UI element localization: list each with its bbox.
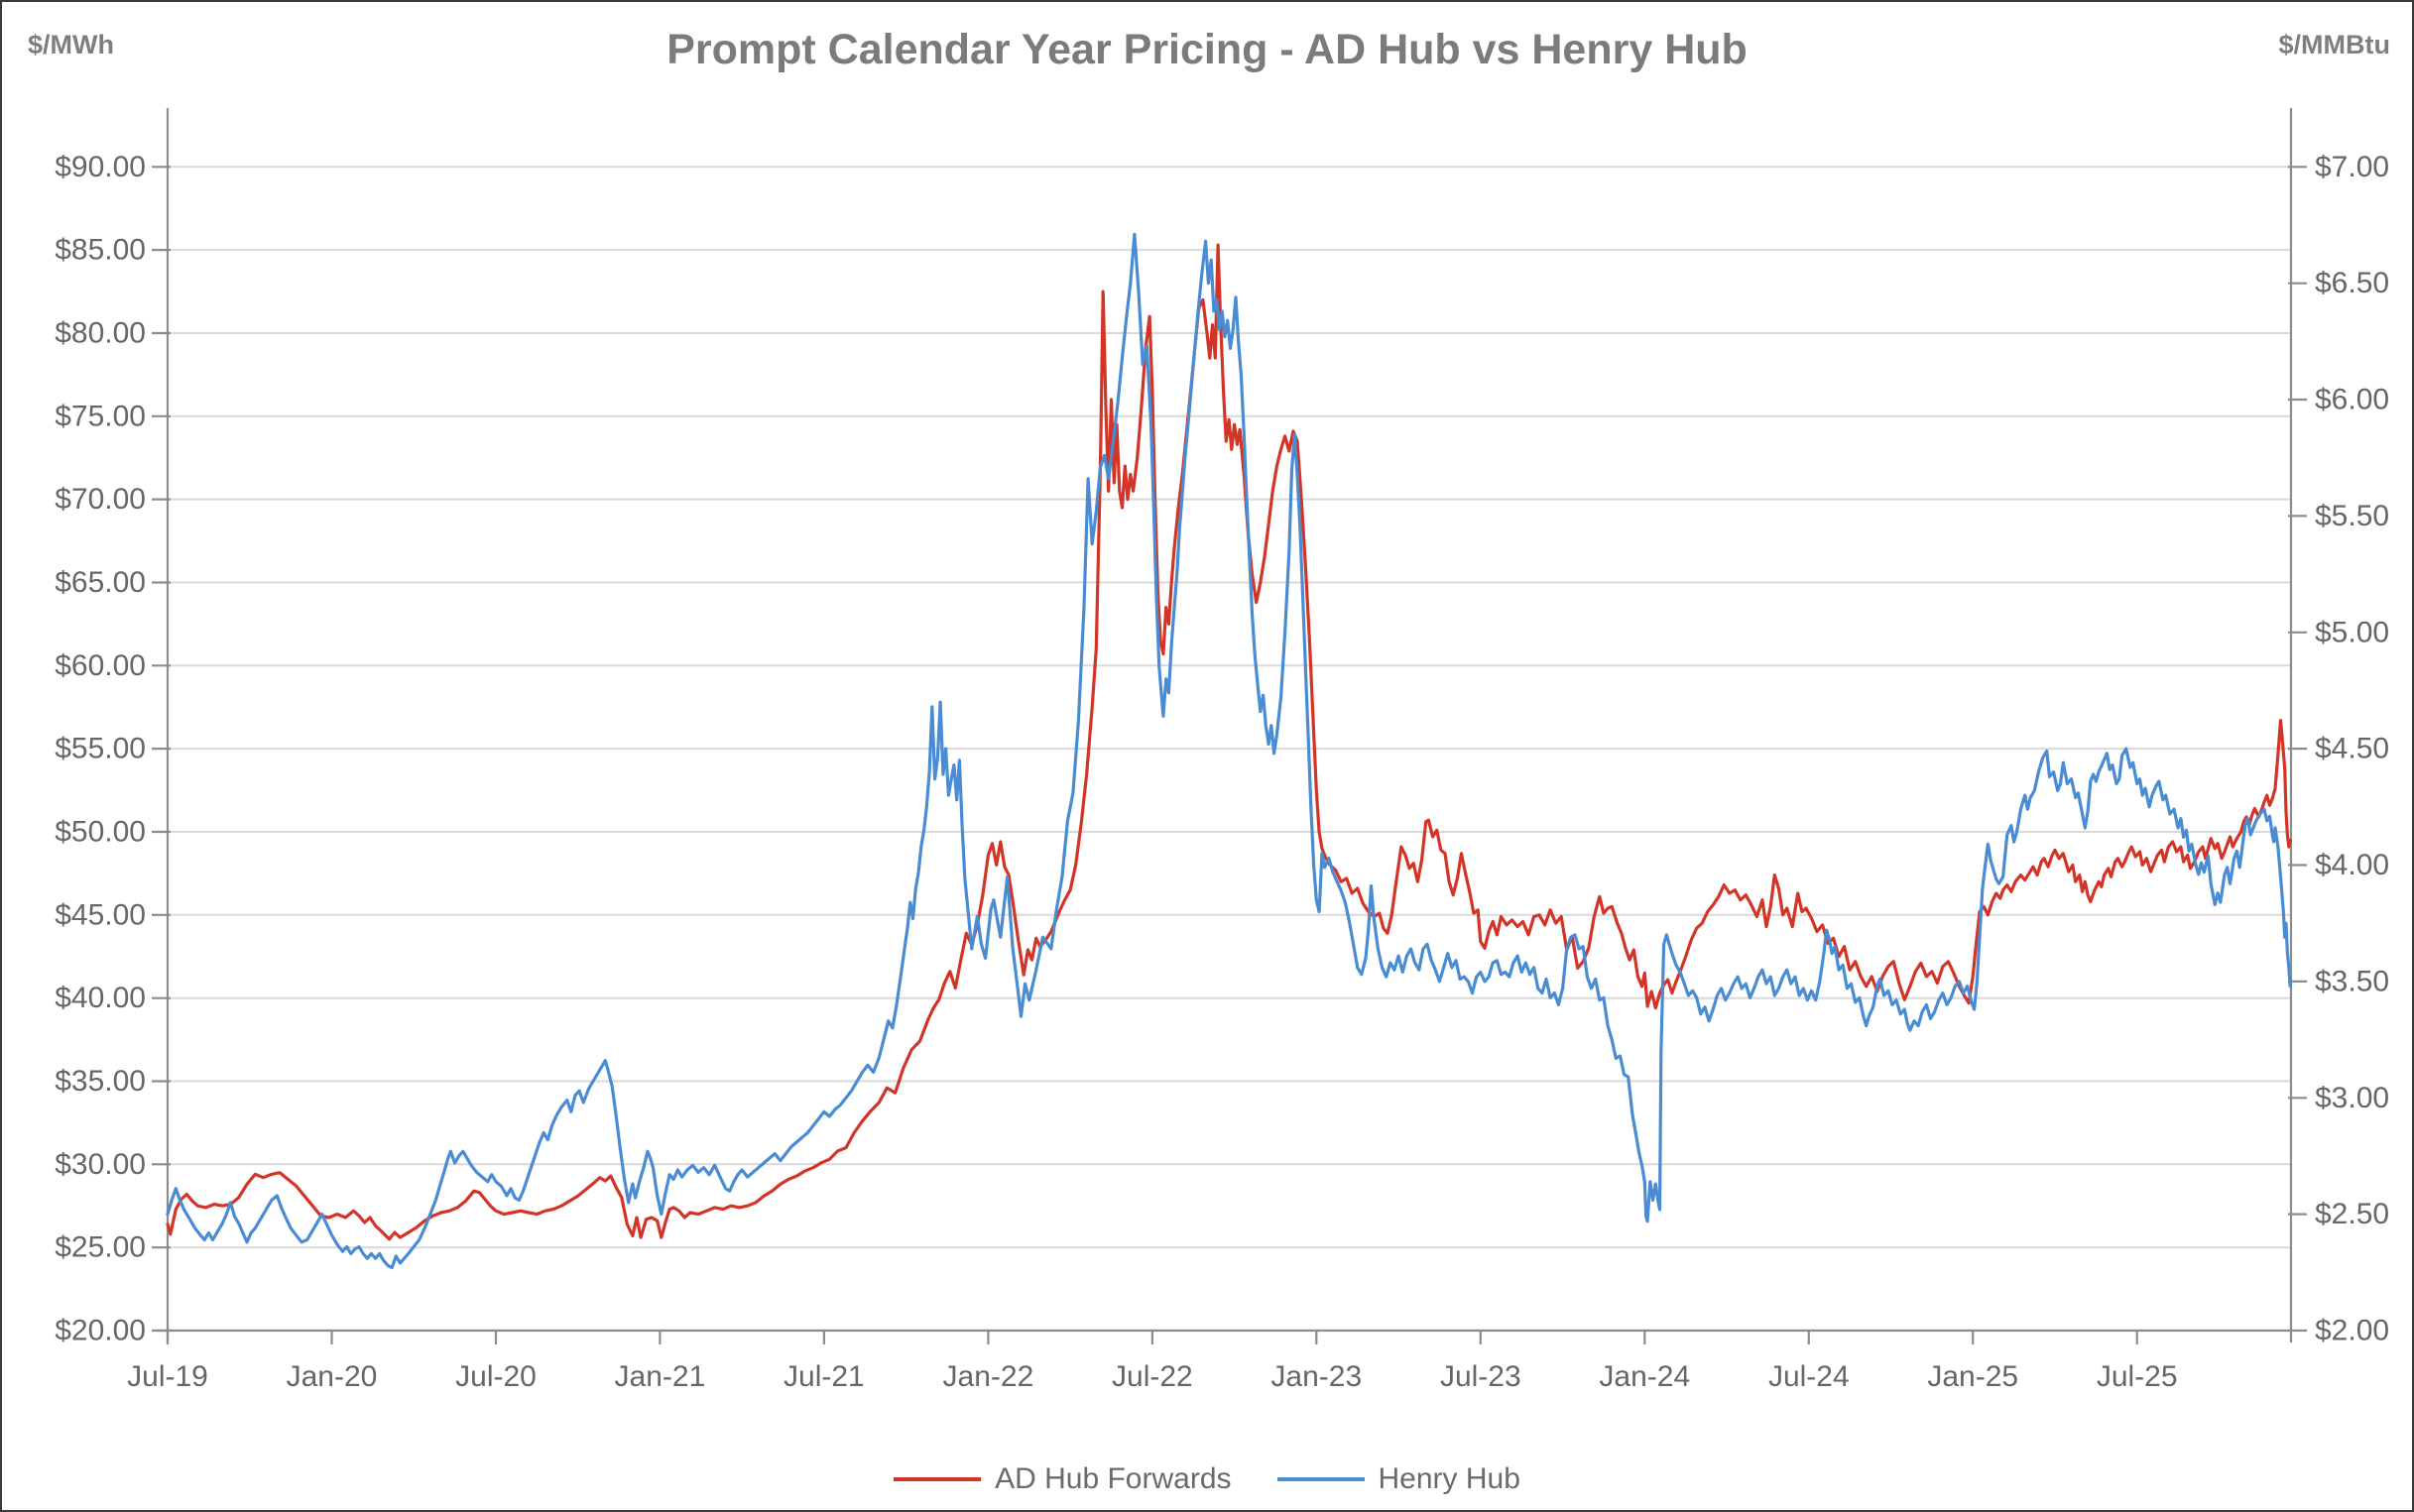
left-axis-tick-label: $85.00 (55, 234, 146, 267)
left-axis-tick-label: $55.00 (55, 733, 146, 765)
x-axis-tick-label: Jul-24 (1768, 1360, 1850, 1393)
right-axis-tick-label: $6.50 (2315, 267, 2389, 299)
x-axis-tick-label: Jul-20 (455, 1360, 537, 1393)
left-axis-tick-label: $75.00 (55, 400, 146, 432)
legend-label-ad-hub-forwards: AD Hub Forwards (995, 1462, 1232, 1495)
left-axis-tick-label: $80.00 (55, 317, 146, 350)
series-line-ad-hub-forwards (166, 243, 2292, 1241)
right-axis-tick-label: $5.50 (2315, 500, 2389, 532)
x-axis-tick-label: Jul-22 (1112, 1360, 1193, 1393)
legend-item-henry-hub: Henry Hub (1276, 1462, 1520, 1496)
right-axis-tick-label: $3.50 (2315, 965, 2389, 997)
x-axis-tick-label: Jul-23 (1440, 1360, 1521, 1393)
legend-swatch-henry-hub-icon (1276, 1477, 1365, 1481)
left-axis-tick-label: $20.00 (55, 1315, 146, 1347)
left-axis-tick-label: $35.00 (55, 1065, 146, 1098)
right-axis-tick-label: $4.00 (2315, 849, 2389, 881)
x-axis-tick-label: Jan-25 (1927, 1360, 2018, 1393)
chart-title: Prompt Calendar Year Pricing - AD Hub vs… (666, 26, 1748, 73)
right-axis-tick-label: $2.50 (2315, 1198, 2389, 1230)
x-axis-tick-label: Jan-24 (1599, 1360, 1690, 1393)
legend-label-henry-hub: Henry Hub (1378, 1462, 1520, 1495)
x-axis-tick-label: Jan-20 (287, 1360, 378, 1393)
right-axis-tick-label: $3.00 (2315, 1082, 2389, 1114)
right-axis-tick-label: $2.00 (2315, 1315, 2389, 1347)
left-axis-tick-label: $40.00 (55, 982, 146, 1014)
right-axis-tick-label: $7.00 (2315, 151, 2389, 183)
right-axis-tick-label: $5.00 (2315, 616, 2389, 648)
x-axis-tick-label: Jul-21 (784, 1360, 865, 1393)
left-axis-tick-label: $25.00 (55, 1231, 146, 1264)
left-axis-tick-label: $30.00 (55, 1148, 146, 1181)
left-axis-tick-label: $65.00 (55, 566, 146, 599)
right-axis-tick-label: $6.00 (2315, 384, 2389, 416)
left-axis-tick-label: $90.00 (55, 151, 146, 183)
x-axis-tick-label: Jan-21 (615, 1360, 706, 1393)
legend-item-ad-hub-forwards: AD Hub Forwards (894, 1462, 1232, 1496)
right-axis-tick-label: $4.50 (2315, 733, 2389, 765)
left-axis-tick-label: $60.00 (55, 649, 146, 682)
right-axis-unit-label: $/MMBtu (2278, 30, 2390, 59)
left-axis-tick-label: $50.00 (55, 816, 146, 849)
left-axis-unit-label: $/MWh (28, 30, 114, 59)
legend: AD Hub Forwards Henry Hub (2, 1462, 2412, 1496)
x-axis-tick-label: Jan-23 (1270, 1360, 1362, 1393)
x-axis-tick-label: Jul-19 (127, 1360, 208, 1393)
left-axis-tick-label: $70.00 (55, 483, 146, 516)
left-axis-tick-label: $45.00 (55, 898, 146, 931)
series-line-henry-hub (166, 232, 2292, 1270)
x-axis-tick-label: Jan-22 (943, 1360, 1034, 1393)
legend-swatch-ad-hub-forwards-icon (894, 1477, 982, 1481)
x-axis-tick-label: Jul-25 (2097, 1360, 2178, 1393)
